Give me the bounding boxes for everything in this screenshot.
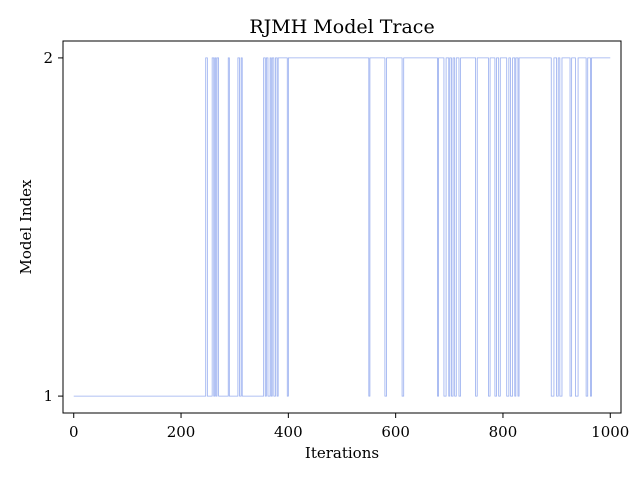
chart-title: RJMH Model Trace <box>249 16 434 38</box>
x-tick-label: 200 <box>167 423 196 441</box>
axes-frame <box>62 40 622 414</box>
y-axis: 12 <box>43 49 63 405</box>
y-tick-label: 2 <box>43 49 53 67</box>
x-tick-label: 400 <box>274 423 303 441</box>
y-axis-label: Model Index <box>17 179 35 274</box>
x-axis: 0 200 400 600 800 1000 <box>69 413 629 441</box>
series-line <box>73 57 611 397</box>
x-tick-label: 0 <box>69 423 79 441</box>
plot-area <box>62 40 622 414</box>
x-tick-label: 800 <box>489 423 518 441</box>
y-tick-label: 1 <box>43 387 53 405</box>
x-tick-label: 1000 <box>591 423 629 441</box>
x-axis-label: Iterations <box>305 444 379 462</box>
x-tick-label: 600 <box>381 423 410 441</box>
